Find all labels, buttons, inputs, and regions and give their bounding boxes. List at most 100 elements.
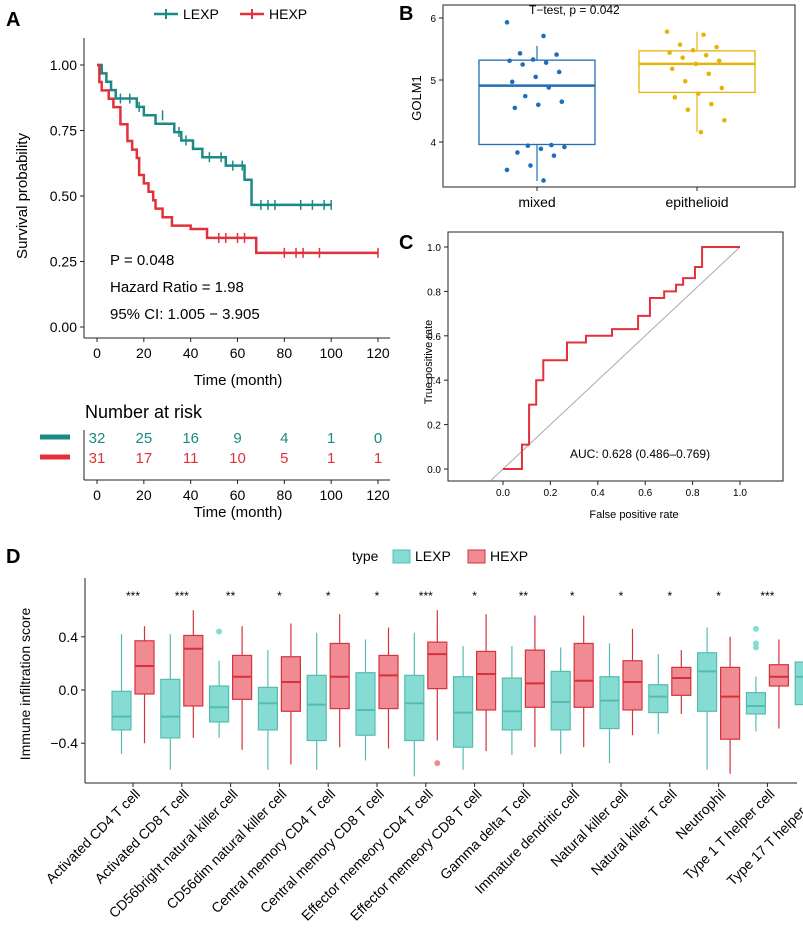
d-box-lexp — [501, 677, 522, 731]
c-x-tick-label: 0.4 — [591, 488, 605, 499]
d-box-hexp — [280, 656, 301, 712]
d-outlier-hexp — [434, 760, 441, 767]
a-x-tick-label: 0 — [93, 345, 101, 361]
risk-x-tick-label: 0 — [93, 487, 101, 503]
b-point-epithelioid — [682, 78, 688, 84]
b-y-tick-label: 4 — [430, 138, 436, 149]
b-point-epithelioid — [714, 44, 719, 50]
risk-count-lexp: 1 — [327, 430, 335, 447]
c-x-tick-label: 0.8 — [686, 488, 700, 499]
b-point-mixed — [538, 146, 544, 152]
annotation-ci: 95% CI: 1.005 − 3.905 — [110, 306, 260, 323]
panel-b-boxplot: GOLM1 T−test, p = 0.042 4 5 6 mixed epitheli… — [409, 3, 796, 210]
b-point-mixed — [541, 178, 546, 183]
d-box-hexp — [719, 666, 741, 740]
a-x-tick-label: 100 — [319, 345, 343, 361]
panel-a-letter: A — [6, 9, 20, 31]
b-x-tick-label: mixed — [518, 194, 555, 210]
d-significance-marker: ** — [226, 589, 236, 603]
panel-c-roc: True positive rate False positive rate A… — [423, 231, 784, 521]
b-point-mixed — [556, 69, 562, 75]
c-x-tick-label: 0.0 — [496, 488, 510, 499]
c-x-axis-label: False positive rate — [589, 509, 678, 521]
b-point-mixed — [504, 167, 510, 173]
c-roc-curve — [503, 246, 740, 470]
a-y-tick-label: 0.50 — [50, 188, 77, 204]
d-box-hexp — [573, 642, 594, 708]
risk-count-hexp: 5 — [280, 450, 288, 467]
c-x-tick-label: 1.0 — [733, 488, 747, 499]
b-point-epithelioid — [722, 118, 727, 123]
risk-count-hexp: 11 — [183, 450, 199, 467]
b-point-epithelioid — [672, 95, 678, 100]
a-y-tick-label: 0.00 — [50, 319, 77, 335]
c-y-tick-label: 0.6 — [427, 332, 441, 343]
risk-count-lexp: 16 — [182, 430, 199, 447]
risk-count-hexp: 1 — [327, 450, 335, 467]
d-box-lexp — [745, 692, 767, 715]
risk-x-tick-label: 80 — [277, 487, 293, 503]
risk-count-lexp: 0 — [374, 430, 382, 447]
a-x-tick-label: 40 — [183, 345, 199, 361]
d-box-lexp — [696, 652, 718, 712]
d-x-tick-label: Activated CD8 T cell — [91, 786, 192, 887]
risk-count-hexp: 10 — [229, 450, 246, 467]
risk-x-axis-label: Time (month) — [194, 504, 283, 521]
risk-count-lexp: 32 — [89, 430, 106, 447]
risk-count-hexp: 1 — [374, 450, 382, 467]
b-point-epithelioid — [690, 47, 696, 53]
b-point-mixed — [559, 99, 565, 104]
d-box-lexp — [355, 672, 376, 736]
d-legend-title: type — [352, 548, 379, 564]
c-y-tick-label: 0.0 — [427, 465, 441, 476]
b-point-mixed — [554, 52, 559, 57]
c-plot-frame — [447, 231, 784, 482]
d-y-tick-label: 0.0 — [59, 682, 79, 698]
d-legend-lexp-label: LEXP — [415, 548, 451, 564]
b-box-epithelioid — [638, 50, 756, 94]
b-point-mixed — [507, 58, 512, 64]
risk-count-lexp: 25 — [135, 430, 152, 447]
d-y-axis-label: Immune infiltration score — [17, 608, 33, 761]
c-y-tick-label: 0.8 — [427, 287, 441, 298]
b-point-mixed — [530, 57, 536, 62]
d-significance-marker: * — [375, 589, 380, 603]
d-significance-marker: * — [277, 589, 282, 603]
b-y-axis-label: GOLM1 — [409, 75, 424, 121]
b-point-epithelioid — [719, 85, 725, 91]
risk-count-lexp: 4 — [280, 430, 288, 447]
annotation-hazard-ratio: Hazard Ratio = 1.98 — [110, 279, 244, 296]
d-significance-marker: ** — [519, 589, 529, 603]
risk-x-tick-label: 100 — [319, 487, 343, 503]
a-x-tick-label: 80 — [277, 345, 293, 361]
b-point-mixed — [541, 33, 546, 39]
d-box-lexp — [160, 678, 181, 739]
c-diagonal-line — [490, 246, 741, 481]
d-box-lexp — [257, 686, 278, 731]
b-plot-frame — [442, 4, 796, 188]
d-significance-marker: *** — [419, 589, 433, 603]
risk-count-lexp: 9 — [233, 430, 241, 447]
b-point-mixed — [515, 150, 520, 155]
b-point-epithelioid — [669, 66, 675, 72]
b-box-mixed — [478, 59, 596, 146]
d-significance-marker: * — [472, 589, 477, 603]
d-y-tick-label: 0.4 — [59, 629, 79, 645]
d-significance-marker: * — [667, 589, 672, 603]
d-significance-marker: *** — [126, 589, 140, 603]
b-point-epithelioid — [716, 58, 722, 64]
d-x-tick-label: Type 1 T helper cell — [680, 786, 777, 883]
panel-b-letter: B — [399, 3, 413, 25]
c-y-tick-label: 0.2 — [427, 421, 441, 432]
annotation-p-value: P = 0.048 — [110, 252, 174, 269]
b-point-mixed — [525, 143, 531, 149]
d-significance-marker: * — [326, 589, 331, 603]
d-box-lexp — [111, 690, 132, 731]
d-y-tick-label: −0.4 — [50, 735, 78, 751]
d-box-hexp — [183, 634, 204, 707]
b-point-mixed — [546, 85, 552, 90]
d-box-lexp — [209, 685, 230, 723]
km-curve-lexp — [97, 63, 332, 207]
b-point-mixed — [533, 74, 538, 80]
d-box-hexp — [134, 640, 155, 695]
